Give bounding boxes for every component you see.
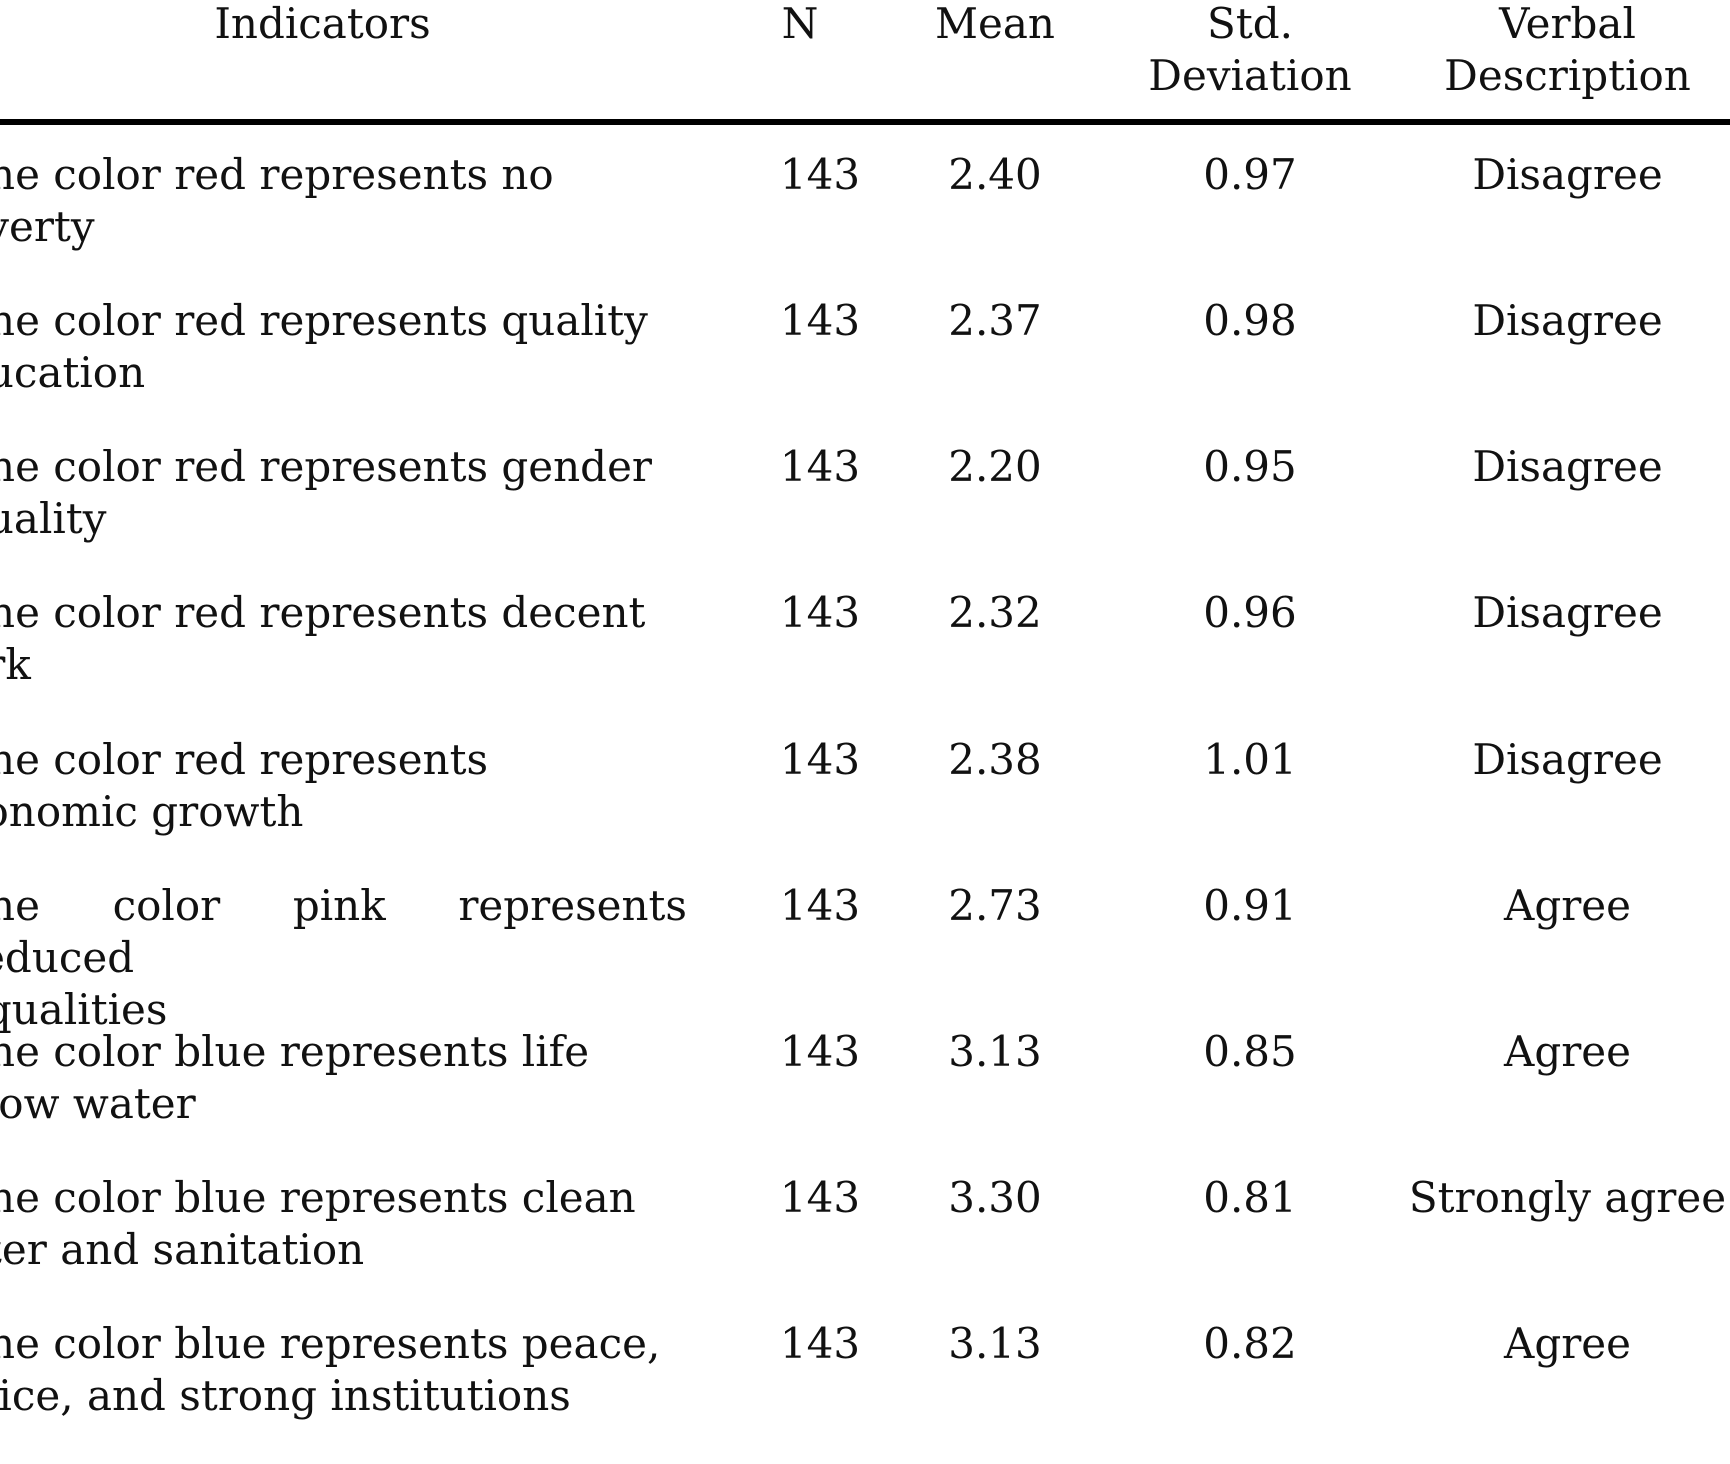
verbal-description-cell: Disagree: [1472, 588, 1663, 637]
std-deviation-cell: 0.95: [1203, 442, 1297, 491]
header-std-line2: Deviation: [1148, 51, 1352, 100]
header-std-line1: Std.: [1207, 0, 1293, 48]
indicator-cell: The color red represents conomic growth: [0, 734, 687, 838]
mean-cell: 2.20: [948, 442, 1042, 491]
mean-cell: 3.13: [948, 1027, 1042, 1076]
header-n: N: [781, 0, 819, 48]
indicator-line2: ater and sanitation: [0, 1225, 365, 1274]
table-header: Indicators N Mean Std. Deviation Verbal …: [0, 0, 1730, 120]
n-cell: 143: [779, 881, 861, 930]
indicator-line2: stice, and strong institutions: [0, 1371, 571, 1420]
mean-cell: 2.40: [948, 150, 1042, 199]
indicator-cell: The color red represents no overty: [0, 149, 687, 253]
mean-cell: 2.73: [948, 881, 1042, 930]
indicator-line2: ducation: [0, 348, 146, 397]
n-cell: 143: [779, 1027, 861, 1076]
indicator-line1: The color blue represents life: [0, 1027, 590, 1076]
mean-cell: 2.32: [948, 588, 1042, 637]
verbal-description-cell: Disagree: [1472, 150, 1663, 199]
indicator-line1: The color pink represents reduced: [0, 881, 687, 982]
header-indicators: Indicators: [214, 0, 431, 48]
mean-cell: 2.37: [948, 296, 1042, 345]
table-row: The color blue represents peace, stice, …: [0, 1318, 1730, 1464]
table-row: The color pink represents reduced equali…: [0, 880, 1730, 1034]
indicator-line2: ork: [0, 640, 31, 689]
n-cell: 143: [779, 588, 861, 637]
indicator-cell: The color red represents decent ork: [0, 587, 687, 691]
verbal-description-cell: Agree: [1503, 1319, 1631, 1368]
table-row: The color blue represents life elow wate…: [0, 1026, 1730, 1172]
header-verbal-line2: Description: [1444, 51, 1691, 100]
statistics-table: Indicators N Mean Std. Deviation Verbal …: [0, 0, 1730, 1420]
std-deviation-cell: 0.81: [1203, 1173, 1297, 1222]
table-row: The color red represents decent ork 143 …: [0, 587, 1730, 733]
header-rule: [0, 119, 1730, 125]
n-cell: 143: [779, 442, 861, 491]
std-deviation-cell: 0.82: [1203, 1319, 1297, 1368]
header-std-deviation: Std. Deviation: [1135, 0, 1365, 102]
mean-cell: 2.38: [948, 735, 1042, 784]
indicator-line2: quality: [0, 494, 107, 543]
indicator-line2: equalities: [0, 985, 168, 1034]
mean-cell: 3.13: [948, 1319, 1042, 1368]
n-cell: 143: [779, 735, 861, 784]
indicator-cell: The color red represents gender quality: [0, 441, 687, 545]
indicator-cell: The color pink represents reduced equali…: [0, 880, 687, 1036]
indicator-cell: The color blue represents clean ater and…: [0, 1172, 687, 1276]
table-row: The color red represents no overty 143 2…: [0, 149, 1730, 295]
header-verbal-line1: Verbal: [1499, 0, 1636, 48]
indicator-line2: elow water: [0, 1079, 196, 1128]
table-row: The color red represents conomic growth …: [0, 734, 1730, 880]
std-deviation-cell: 0.96: [1203, 588, 1297, 637]
indicator-line1: The color red represents quality: [0, 296, 648, 345]
indicator-line1: The color red represents no: [0, 150, 554, 199]
std-deviation-cell: 0.98: [1203, 296, 1297, 345]
mean-cell: 3.30: [948, 1173, 1042, 1222]
table-row: The color blue represents clean ater and…: [0, 1172, 1730, 1318]
indicator-cell: The color blue represents peace, stice, …: [0, 1318, 687, 1422]
verbal-description-cell: Disagree: [1472, 296, 1663, 345]
std-deviation-cell: 0.91: [1203, 881, 1297, 930]
verbal-description-cell: Agree: [1503, 881, 1631, 930]
indicator-cell: The color red represents quality ducatio…: [0, 295, 687, 399]
std-deviation-cell: 1.01: [1203, 735, 1297, 784]
verbal-description-cell: Disagree: [1472, 442, 1663, 491]
n-cell: 143: [779, 150, 861, 199]
indicator-line1: The color red represents: [0, 735, 489, 784]
n-cell: 143: [779, 1319, 861, 1368]
n-cell: 143: [779, 296, 861, 345]
verbal-description-cell: Agree: [1503, 1027, 1631, 1076]
indicator-line1: The color red represents gender: [0, 442, 652, 491]
std-deviation-cell: 0.85: [1203, 1027, 1297, 1076]
indicator-line2: conomic growth: [0, 787, 304, 836]
indicator-line1: The color red represents decent: [0, 588, 646, 637]
header-mean: Mean: [935, 0, 1055, 48]
indicator-line2: overty: [0, 202, 95, 251]
table-row: The color red represents quality ducatio…: [0, 295, 1730, 441]
indicator-line1: The color blue represents clean: [0, 1173, 636, 1222]
table-row: The color red represents gender quality …: [0, 441, 1730, 587]
indicator-cell: The color blue represents life elow wate…: [0, 1026, 687, 1130]
verbal-description-cell: Disagree: [1472, 735, 1663, 784]
header-verbal-description: Verbal Description: [1405, 0, 1730, 102]
std-deviation-cell: 0.97: [1203, 150, 1297, 199]
verbal-description-cell: Strongly agree: [1408, 1173, 1727, 1222]
n-cell: 143: [779, 1173, 861, 1222]
indicator-line1: The color blue represents peace,: [0, 1319, 661, 1368]
